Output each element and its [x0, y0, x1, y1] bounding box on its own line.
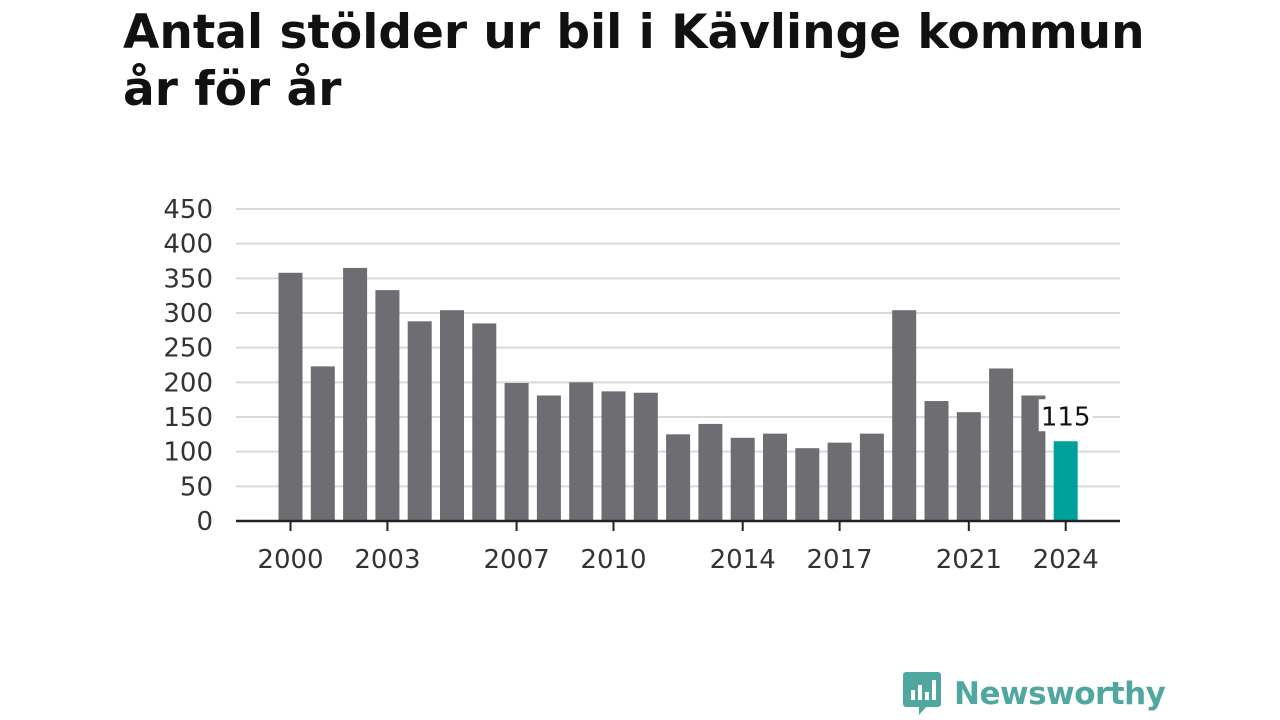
bar-2021	[956, 412, 981, 521]
bar-2022	[989, 368, 1014, 521]
y-tick-label: 100	[163, 438, 213, 468]
bar-2018	[859, 433, 884, 521]
y-tick-label: 200	[163, 368, 213, 398]
newsworthy-logo: Newsworthy	[902, 670, 1166, 718]
x-tick-label: 2021	[936, 545, 1002, 575]
data-labels: 115	[1038, 399, 1093, 432]
x-tick-label: 2010	[580, 545, 646, 575]
y-tick-label: 450	[163, 195, 213, 225]
x-tick-label: 2003	[354, 545, 420, 575]
chart-title: Antal stölder ur bil i Kävlinge kommun å…	[123, 5, 1145, 117]
x-tick-label: 2017	[807, 545, 873, 575]
bar-2014	[730, 437, 755, 521]
bar-2011	[633, 392, 658, 521]
x-tick-label: 2007	[484, 545, 550, 575]
bars	[278, 267, 1078, 521]
bar-2008	[536, 395, 561, 521]
bar-2010	[601, 391, 626, 521]
y-tick-label: 50	[180, 472, 213, 502]
x-tick-label: 2014	[710, 545, 776, 575]
bar-2020	[924, 401, 949, 521]
bar-2016	[795, 448, 820, 521]
y-tick-label: 0	[196, 507, 213, 537]
y-tick-label: 350	[163, 264, 213, 294]
bar-2005	[440, 310, 464, 521]
data-label-2024: 115	[1041, 402, 1091, 432]
bar-2009	[569, 382, 594, 521]
y-tick-label: 250	[163, 334, 213, 364]
bar-2006	[472, 323, 497, 521]
bar-2017	[827, 442, 852, 521]
bar-2004	[407, 321, 432, 521]
bar-2002	[343, 267, 368, 521]
y-axis: 0 50 100 150 200 250 300 350 400 450	[163, 195, 213, 537]
y-tick-label: 300	[163, 299, 213, 329]
bar-2000	[278, 272, 303, 521]
data-label-background	[1038, 399, 1093, 432]
bar-2015	[763, 433, 787, 521]
y-tick-label: 400	[163, 230, 213, 260]
newsworthy-icon	[903, 672, 941, 715]
x-axis: 2000 2003 2007 2010 2014 2017 2021 2024	[236, 519, 1120, 575]
brand-name: Newsworthy	[954, 676, 1166, 712]
bar-2012	[666, 434, 691, 521]
bar-2003	[375, 290, 400, 521]
bar-2001	[310, 366, 335, 521]
x-tick-label: 2024	[1033, 545, 1099, 575]
bar-2019	[892, 310, 917, 521]
bar-2007	[504, 383, 529, 521]
bar-2024	[1053, 441, 1078, 521]
bar-2013	[698, 423, 723, 521]
y-tick-label: 150	[163, 403, 213, 433]
x-tick-label: 2000	[257, 545, 323, 575]
